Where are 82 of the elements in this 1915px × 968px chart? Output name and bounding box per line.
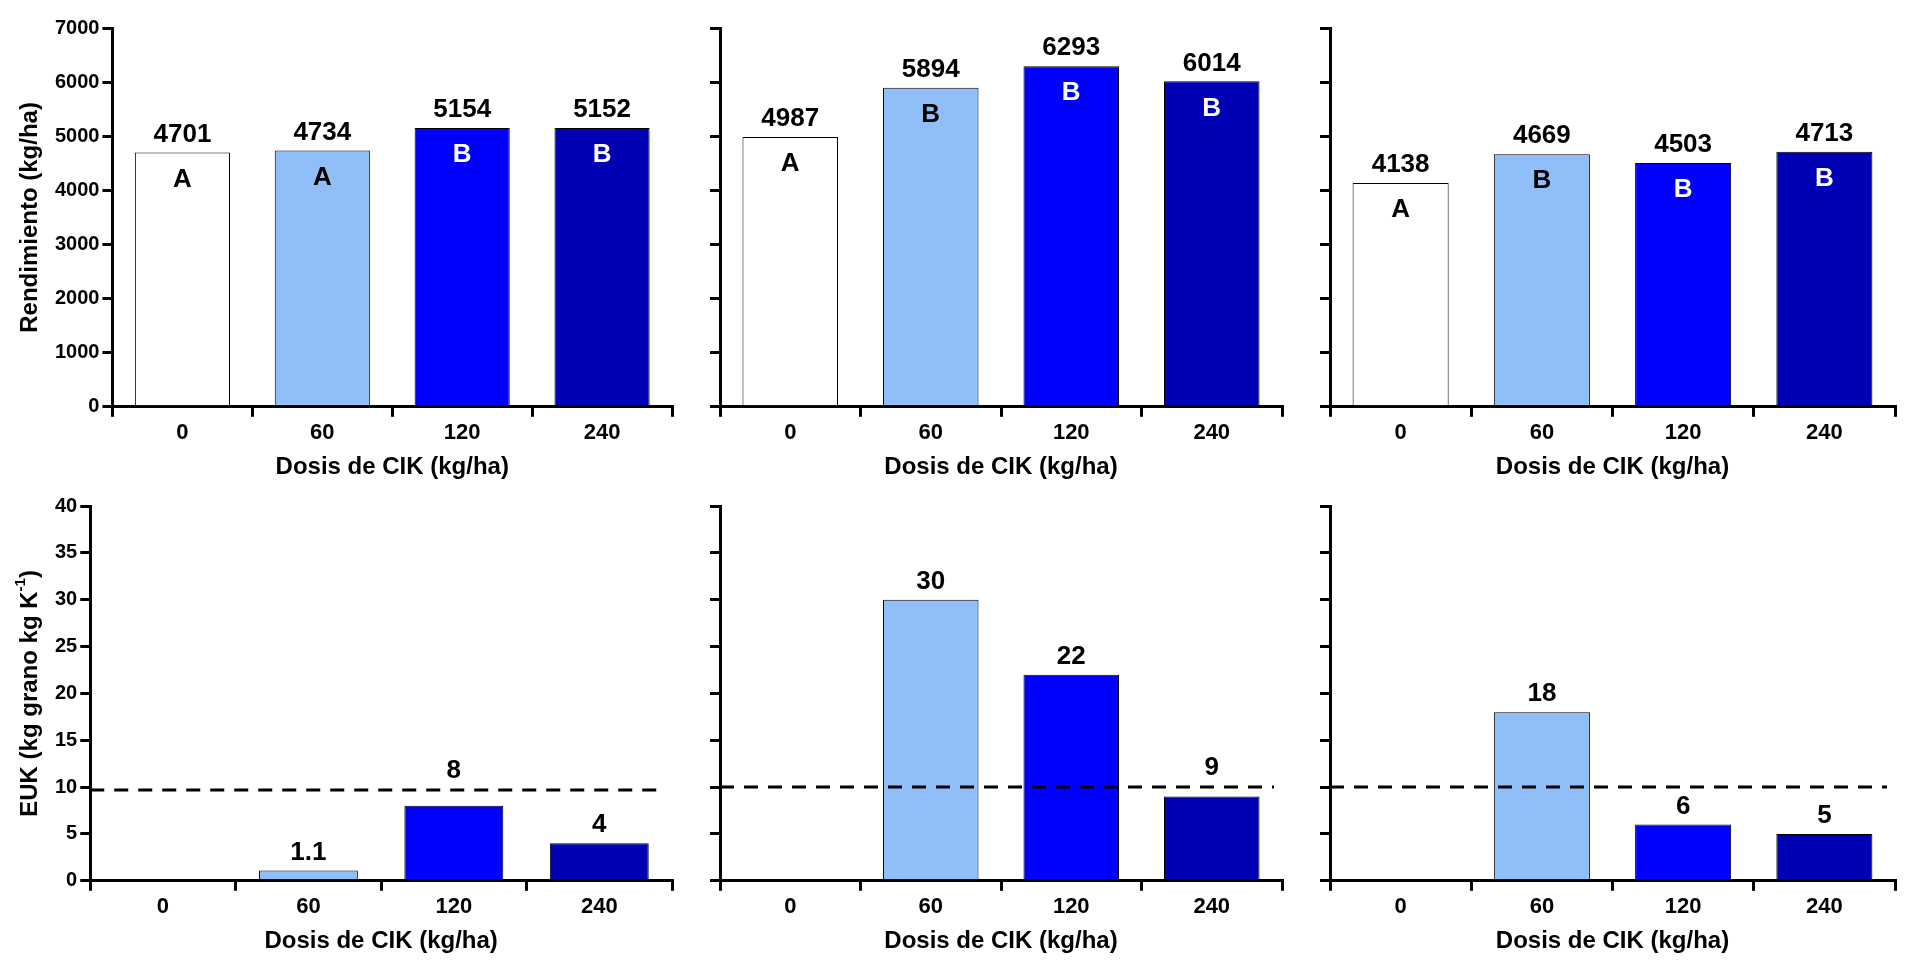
- y-tick-label: 5: [66, 821, 78, 844]
- x-tick-label: 120: [1052, 893, 1090, 919]
- y-tick-label: 0: [88, 394, 100, 417]
- y-tick-label: 20: [55, 680, 78, 703]
- x-axis-title: Dosis de CIK (kg/ha): [1495, 452, 1730, 480]
- data-label: 6: [1675, 789, 1691, 820]
- data-label: 4701: [153, 117, 212, 148]
- annotation: A: [312, 160, 332, 191]
- data-label: 8: [446, 754, 462, 785]
- data-label: 18: [1527, 677, 1557, 708]
- x-tick-label: 0: [784, 893, 797, 919]
- data-label: 5154: [433, 93, 492, 124]
- y-tick-label: 1000: [54, 340, 100, 363]
- annotation: B: [1673, 173, 1693, 204]
- y-tick-label: 15: [55, 727, 78, 750]
- annotation: B: [1061, 76, 1081, 107]
- x-tick-label: 120: [435, 893, 473, 919]
- annotation: B: [452, 138, 472, 169]
- x-tick-label: 240: [1193, 893, 1231, 919]
- x-tick-label: 60: [310, 419, 335, 445]
- annotation: A: [173, 162, 193, 193]
- x-axis-title: Dosis de CIK (kg/ha): [264, 926, 498, 954]
- data-label: 4669: [1512, 119, 1571, 150]
- annotation: B: [1532, 164, 1552, 195]
- x-tick-label: 240: [1806, 893, 1843, 919]
- x-tick-label: 60: [1529, 893, 1555, 919]
- annotation: B: [592, 138, 612, 169]
- y-tick-label: 6000: [54, 69, 100, 92]
- y-tick-label: 10: [55, 774, 78, 797]
- data-label: 6014: [1182, 46, 1242, 77]
- data-label: 30: [916, 564, 946, 595]
- data-label: 1.1: [290, 835, 327, 866]
- x-tick-label: 0: [1394, 893, 1407, 919]
- annotation: B: [921, 98, 941, 129]
- x-tick-label: 60: [918, 419, 943, 445]
- annotation: B: [1814, 161, 1834, 192]
- y-axis-title: EUK (kg grano kg K-1): [11, 570, 42, 817]
- x-tick-label: 120: [1664, 893, 1702, 919]
- y-tick-label: 0: [66, 868, 78, 891]
- data-label: 9: [1204, 751, 1219, 782]
- x-tick-label: 120: [1664, 419, 1702, 445]
- x-axis-title: Dosis de CIK (kg/ha): [884, 452, 1118, 480]
- x-tick-label: 240: [1806, 419, 1843, 445]
- y-tick-label: 4000: [54, 177, 100, 200]
- x-tick-label: 240: [580, 893, 618, 919]
- data-label: 5894: [901, 53, 961, 84]
- data-label: 4987: [761, 102, 820, 133]
- x-tick-label: 0: [784, 419, 797, 445]
- x-tick-label: 120: [1052, 419, 1090, 445]
- y-tick-label: 7000: [54, 15, 100, 38]
- data-label: 6293: [1042, 31, 1101, 62]
- data-label: 4713: [1795, 116, 1854, 147]
- x-tick-label: 0: [1394, 419, 1407, 445]
- x-axis-title: Dosis de CIK (kg/ha): [1495, 926, 1730, 954]
- y-tick-label: 30: [55, 587, 78, 610]
- y-tick-label: 25: [55, 634, 78, 657]
- y-tick-label: 2000: [54, 286, 100, 309]
- data-label: 5: [1817, 799, 1832, 830]
- annotation: A: [1391, 193, 1411, 224]
- x-tick-label: 240: [1193, 419, 1231, 445]
- x-tick-label: 120: [443, 419, 481, 445]
- data-label: 4138: [1371, 148, 1430, 179]
- y-axis-title: Rendimiento (kg/ha): [14, 102, 42, 333]
- x-tick-label: 240: [583, 419, 621, 445]
- x-tick-label: 60: [918, 893, 943, 919]
- data-label: 4503: [1654, 128, 1713, 159]
- y-tick-label: 35: [55, 540, 78, 563]
- y-tick-label: 5000: [54, 123, 100, 146]
- data-label: 4734: [293, 115, 352, 146]
- data-label: 22: [1056, 639, 1086, 670]
- x-tick-label: 60: [1529, 419, 1555, 445]
- y-tick-label: 3000: [54, 231, 100, 254]
- x-tick-label: 0: [176, 419, 189, 445]
- x-axis-title: Dosis de CIK (kg/ha): [275, 452, 509, 480]
- y-tick-label: 40: [55, 493, 78, 516]
- annotation: B: [1202, 91, 1222, 122]
- annotation: A: [780, 147, 800, 178]
- data-label: 5152: [573, 93, 631, 124]
- data-label: 4: [592, 808, 608, 839]
- x-axis-title: Dosis de CIK (kg/ha): [884, 926, 1118, 954]
- x-tick-label: 60: [296, 893, 321, 919]
- x-tick-label: 0: [156, 893, 170, 919]
